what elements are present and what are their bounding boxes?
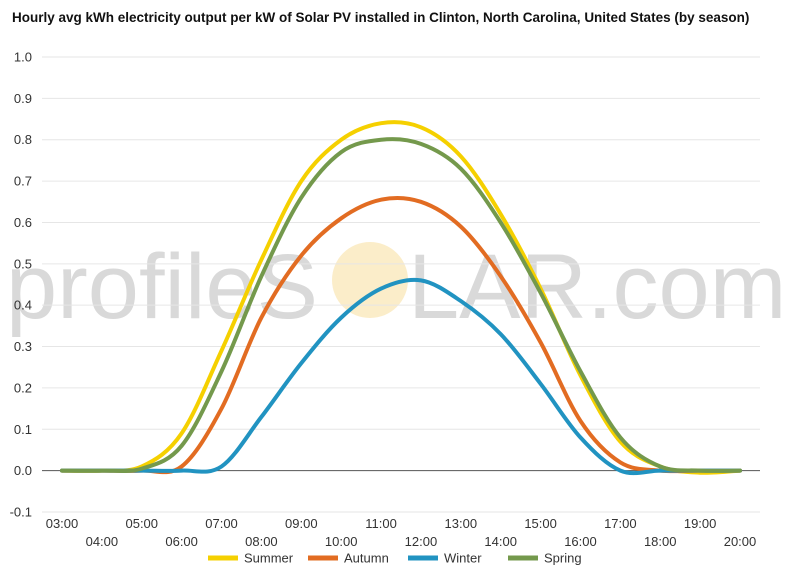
legend-label-spring: Spring bbox=[544, 551, 582, 566]
chart-title: Hourly avg kWh electricity output per kW… bbox=[12, 10, 750, 25]
x-tick-label: 17:00 bbox=[604, 516, 637, 531]
grid-lines bbox=[42, 56, 760, 513]
y-tick-label: 0.0 bbox=[14, 463, 32, 478]
x-tick-label: 08:00 bbox=[245, 534, 278, 549]
x-tick-label: 03:00 bbox=[46, 516, 79, 531]
x-tick-label: 05:00 bbox=[125, 516, 158, 531]
legend-label-summer: Summer bbox=[244, 551, 294, 566]
x-tick-label: 10:00 bbox=[325, 534, 358, 549]
y-tick-label: 0.8 bbox=[14, 132, 32, 147]
y-tick-label: 0.6 bbox=[14, 215, 32, 230]
x-tick-label: 18:00 bbox=[644, 534, 677, 549]
legend-label-winter: Winter bbox=[444, 551, 482, 566]
series-line-autumn bbox=[60, 195, 742, 475]
watermark-text-right: LAR.com bbox=[408, 236, 786, 338]
x-axis: 03:00 04:00 05:00 06:00 07:00 08:00 09:00 10:00… bbox=[46, 516, 757, 549]
legend: Summer Autumn Winter Spring bbox=[208, 551, 582, 566]
x-tick-label: 06:00 bbox=[165, 534, 198, 549]
y-tick-label: 0.4 bbox=[14, 298, 32, 313]
y-axis: -0.1 0.0 0.1 0.2 0.3 0.4 0.5 0.6 0.7 0.8 0.9 1.0 bbox=[10, 50, 32, 520]
x-tick-label: 13:00 bbox=[445, 516, 478, 531]
y-tick-label: 0.2 bbox=[14, 380, 32, 395]
x-tick-label: 19:00 bbox=[684, 516, 717, 531]
y-tick-label: 0.1 bbox=[14, 422, 32, 437]
x-tick-label: 20:00 bbox=[724, 534, 757, 549]
y-tick-label: -0.1 bbox=[10, 505, 32, 520]
x-tick-label: 11:00 bbox=[365, 516, 397, 531]
x-tick-label: 14:00 bbox=[484, 534, 517, 549]
series-line-winter bbox=[60, 277, 742, 476]
watermark-sun-icon bbox=[332, 242, 408, 318]
x-tick-label: 15:00 bbox=[524, 516, 557, 531]
series-line-summer bbox=[60, 120, 742, 475]
series-lines bbox=[60, 120, 742, 476]
y-tick-label: 1.0 bbox=[14, 50, 32, 65]
x-tick-label: 07:00 bbox=[205, 516, 238, 531]
x-tick-label: 09:00 bbox=[285, 516, 318, 531]
y-tick-label: 0.5 bbox=[14, 256, 32, 271]
y-tick-label: 0.9 bbox=[14, 91, 32, 106]
y-tick-label: 0.7 bbox=[14, 174, 32, 189]
x-tick-label: 04:00 bbox=[86, 534, 119, 549]
x-tick-label: 16:00 bbox=[564, 534, 597, 549]
watermark: profileS LAR.com bbox=[6, 236, 786, 338]
series-line-spring bbox=[60, 137, 742, 474]
x-tick-label: 12:00 bbox=[405, 534, 438, 549]
y-tick-label: 0.3 bbox=[14, 339, 32, 354]
legend-label-autumn: Autumn bbox=[344, 551, 389, 566]
